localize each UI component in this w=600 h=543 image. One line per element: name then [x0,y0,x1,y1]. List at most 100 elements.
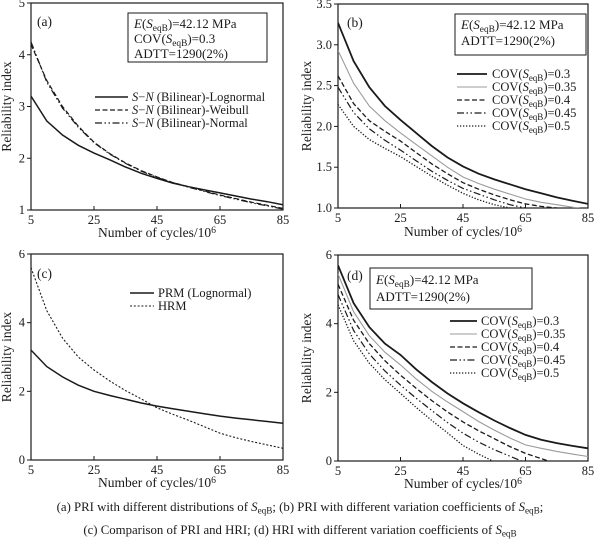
y-tick-label: 1.0 [316,201,332,215]
series-line-a-2 [31,41,283,210]
legend-label: COV(SeqB)=0.45 [481,353,565,369]
legend-label: HRM [158,299,186,313]
y-axis-title: Reliability index [300,313,314,404]
y-tick-label: 4 [19,48,26,62]
subplot-b: 5 25 45 65 85 1.0 1.5 2.0 2.5 3.0 3.5 Number of cyc… [299,0,600,250]
annotation-box [369,267,533,310]
x-tick-label: 85 [277,463,290,477]
y-tick-label: 3.0 [316,38,332,52]
plot-frame [30,253,284,461]
y-axis-title: Reliability index [0,312,14,403]
figure-caption: (a) PRI with different distributions of … [0,497,600,543]
y-tick-label: 5 [19,0,25,10]
legend-label: COV(SeqB)=0.5 [492,119,570,135]
subplot-c: 5 25 45 65 85 0 2 4 6 Number of cycles/106 Reliabi… [0,247,300,500]
series-line-b-0 [338,22,588,205]
y-tick-label: 0 [19,453,25,467]
caption-text-run: S [495,523,502,538]
series-line-c-1 [31,267,283,449]
annotation-line: E(SeqB)=42.12 MPa [133,16,237,34]
y-tick-label: 2 [19,384,25,398]
x-tick-label: 45 [457,211,470,225]
legend-label: S−N (Bilinear)-Lognormal [132,90,266,104]
y-tick-label: 0 [326,454,332,468]
caption-text-run: eqB [257,505,273,516]
y-tick-label: 3 [19,100,25,114]
annotation-line: ADTT=1290(2%) [376,289,470,304]
x-tick-label: 5 [28,213,34,227]
caption-text-run: eqB [501,528,517,539]
legend-label: COV(SeqB)=0.5 [481,366,559,382]
x-tick-label: 65 [519,211,532,225]
caption-text-run: (a) PRI with different distributions of [56,500,252,514]
x-tick-label: 5 [335,211,341,225]
y-tick-label: 1.5 [316,160,332,174]
x-axis-title: Number of cycles/106 [98,475,216,490]
x-tick-label: 85 [582,464,595,478]
x-tick-label: 25 [88,213,101,227]
x-tick-label: 5 [335,464,341,478]
legend-label: COV(SeqB)=0.3 [481,314,559,330]
caption-text-run: S [518,500,525,514]
series-line-c-0 [31,349,283,425]
series-line-b-3 [338,86,530,208]
panel-label: (d) [347,268,363,283]
x-tick-label: 25 [88,463,101,477]
y-tick-label: 6 [19,250,25,261]
series-line-d-2 [338,283,551,461]
panel-label: (b) [347,15,363,30]
caption-text-run: ; [539,500,544,514]
x-tick-label: 65 [519,464,532,478]
legend-label: COV(SeqB)=0.4 [481,340,560,356]
chart-d-svg: 5 25 45 65 85 0 2 4 6 Number of cycles/106 Reliabi… [299,248,595,491]
legend-label: COV(SeqB)=0.35 [492,80,576,96]
legend-label: S−N (Bilinear)-Normal [132,116,248,130]
legend-label: COV(SeqB)=0.35 [481,327,565,343]
series-line-d-1 [338,273,588,458]
x-tick-label: 65 [214,463,227,477]
y-tick-label: 4 [326,317,333,331]
y-tick-label: 2 [326,385,332,399]
y-tick-label: 2.0 [316,119,332,133]
y-tick-label: 6 [326,250,332,262]
legend-label: S−N (Bilinear)-Weibull [132,103,249,117]
series-line-b-1 [338,50,582,208]
legend-label: PRM (Lognormal) [158,286,251,300]
y-tick-label: 2 [19,151,25,165]
caption-text-run: ; (b) PRI with different variation coeff… [272,500,519,514]
subplot-d: 5 25 45 65 85 0 2 4 6 Number of cycles/106 Reliabi… [299,248,600,500]
y-tick-label: 4 [19,316,26,330]
caption-line-2: (c) Comparison of PRI and HRI; (d) HRI w… [0,520,600,543]
series-line-a-0 [31,95,283,206]
x-tick-label: 85 [582,211,595,225]
y-tick-label: 1 [19,203,25,217]
series-group [31,267,283,449]
annotation-box [127,12,268,63]
x-axis-title: Number of cycles/106 [404,476,522,491]
legend-label: COV(SeqB)=0.45 [492,106,576,122]
caption-text-run: S [251,500,258,514]
panel-label: (c) [37,266,52,281]
annotation-box [454,13,587,56]
x-axis-title: Number of cycles/106 [404,224,522,239]
y-tick-label: 2.5 [316,79,332,93]
series-line-d-4 [338,304,495,461]
annotation-line: ADTT=1290(2%) [134,46,228,61]
x-tick-label: 25 [394,464,407,478]
caption-text-run: eqB [524,505,540,516]
series-group [31,41,283,210]
y-axis-title: Reliability index [0,61,14,152]
legend-label: COV(SeqB)=0.4 [492,93,571,109]
series-group [338,264,588,461]
x-tick-label: 45 [151,213,164,227]
x-tick-label: 25 [394,211,407,225]
annotation-line: E(SeqB)=42.12 MPa [460,17,564,35]
series-line-b-2 [338,75,562,208]
x-tick-label: 45 [457,464,470,478]
annotation-line: ADTT=1290(2%) [461,33,555,48]
x-tick-label: 5 [28,463,34,477]
series-group [338,22,588,208]
caption-line-1: (a) PRI with different distributions of … [0,497,600,520]
legend-label: COV(SeqB)=0.3 [492,67,570,83]
